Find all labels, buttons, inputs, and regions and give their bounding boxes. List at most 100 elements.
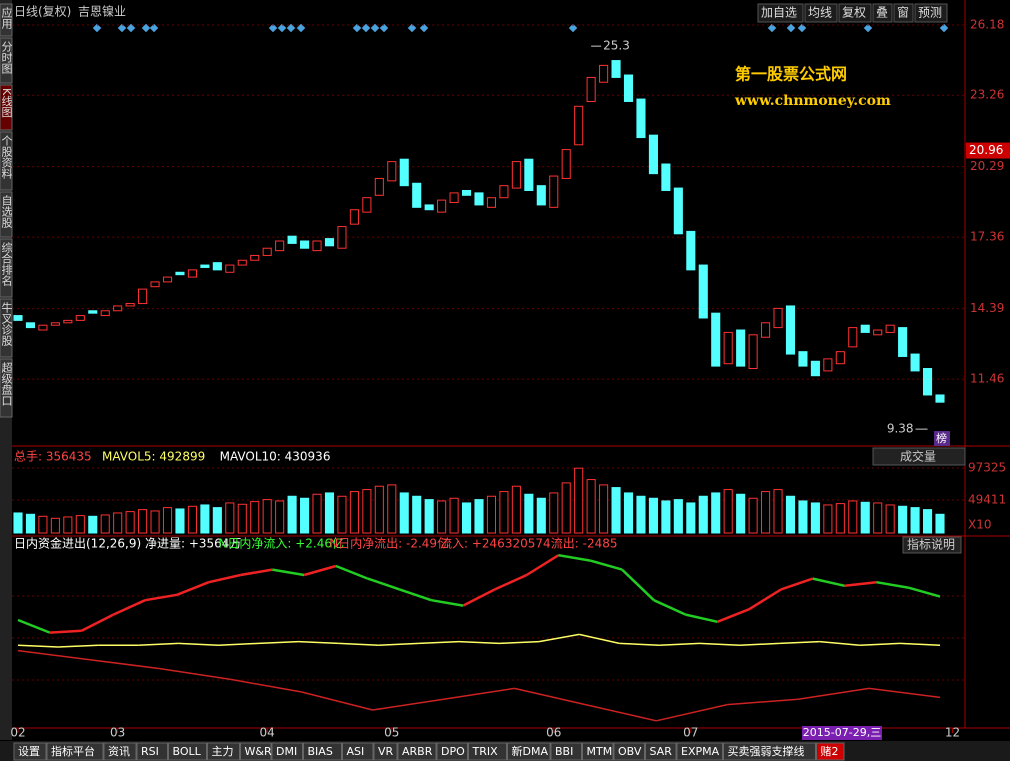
indicator-button[interactable] (902, 536, 962, 554)
bottom-tab[interactable] (168, 742, 207, 761)
toolbar-button[interactable] (838, 3, 872, 23)
volume-bar (88, 515, 98, 534)
volume-bar (449, 497, 459, 534)
info-marker (352, 23, 362, 33)
candle (162, 276, 173, 283)
bottom-tab[interactable] (723, 742, 816, 761)
sidebar-tab[interactable] (0, 131, 13, 191)
sidebar-tab[interactable] (0, 37, 13, 84)
sidebar-tab[interactable] (0, 238, 13, 298)
high-label: 25.3 (603, 39, 630, 53)
bottom-tab-label: DPO (441, 745, 465, 758)
indicator-line (144, 593, 178, 602)
bottom-tab[interactable] (436, 742, 468, 761)
candle (150, 281, 160, 288)
bottom-tab-label: 主力 (212, 745, 234, 758)
indicator-line (868, 687, 941, 699)
toolbar-button[interactable] (914, 3, 948, 23)
indicator-line (335, 564, 369, 580)
candle (499, 185, 509, 199)
volume-header: MAVOL10: 430936 (220, 450, 331, 464)
candle (50, 322, 60, 326)
bottom-tab[interactable] (46, 742, 104, 761)
candle (648, 134, 658, 175)
bottom-tab[interactable] (645, 742, 677, 761)
volume-bar (387, 484, 397, 534)
toolbar-button-label: 加自选 (761, 6, 797, 20)
volume-bar (636, 495, 646, 534)
indicator-line (272, 568, 305, 577)
info-marker (296, 23, 306, 33)
bottom-tab[interactable] (613, 742, 645, 761)
bottom-tab[interactable] (468, 742, 507, 761)
volume-bar (38, 515, 48, 534)
indicator-line (589, 559, 623, 571)
candle (823, 358, 833, 372)
candle (75, 315, 85, 321)
candle (349, 209, 359, 225)
volume-bar (586, 479, 596, 534)
volume-bar (412, 495, 422, 534)
bottom-tab[interactable] (676, 742, 723, 761)
volume-bar (748, 497, 758, 534)
toolbar-button[interactable] (893, 3, 914, 23)
bottom-tab[interactable] (342, 742, 374, 761)
bottom-tab[interactable] (136, 742, 168, 761)
indicator-line (372, 698, 444, 711)
toolbar-button[interactable] (804, 3, 838, 23)
volume-bar (374, 485, 384, 534)
sidebar-tab[interactable] (0, 298, 13, 358)
volume-bar (362, 489, 372, 534)
bottom-tab[interactable] (207, 742, 240, 761)
sidebar-tab[interactable] (0, 191, 13, 238)
indicator-line (88, 658, 160, 670)
toolbar-button-label: 叠 (876, 6, 888, 20)
candle (873, 329, 883, 336)
info-marker (361, 23, 371, 33)
candle (287, 235, 297, 244)
info-marker (419, 23, 429, 33)
volume-selector[interactable] (872, 447, 966, 466)
candle (449, 192, 459, 204)
volume-bar (910, 507, 920, 534)
volume-bar (250, 501, 260, 534)
indicator-line (656, 703, 728, 722)
candle (785, 305, 796, 355)
volume-bar (549, 492, 559, 534)
bottom-tab[interactable] (816, 742, 845, 761)
y-tick-label: 26.18 (970, 17, 1004, 31)
toolbar-button[interactable] (757, 3, 804, 23)
bottom-tab[interactable] (303, 742, 342, 761)
bottom-tab[interactable] (373, 742, 398, 761)
bottom-tab[interactable] (13, 742, 47, 761)
bottom-tab-label: 新DMA (512, 744, 549, 758)
bottom-tab[interactable] (582, 742, 614, 761)
volume-bar (237, 503, 247, 534)
sidebar-tab[interactable] (0, 3, 13, 37)
toolbar-button-label: 均线 (808, 6, 832, 20)
sidebar-tab-label: 应用 (0, 6, 13, 30)
candle (486, 197, 497, 208)
sidebar-tab-label: 分时图 (0, 41, 13, 75)
candle (225, 264, 235, 273)
toolbar-button[interactable] (872, 3, 893, 23)
volume-bar (225, 502, 235, 534)
sidebar-tab[interactable] (0, 84, 13, 131)
sidebar-tab[interactable] (0, 358, 13, 418)
y-tick-label: 17.36 (970, 230, 1004, 244)
bottom-tab[interactable] (103, 742, 137, 761)
bottom-tab[interactable] (240, 742, 272, 761)
candle (424, 204, 434, 211)
bottom-tab[interactable] (397, 742, 437, 761)
x-tick-label: 03 (110, 726, 125, 740)
volume-bar (437, 500, 447, 534)
last-price-box (966, 142, 1010, 159)
bottom-tab-label: 指标平台 (51, 744, 95, 758)
info-marker (286, 23, 296, 33)
bottom-tab[interactable] (550, 742, 582, 761)
bottom-tab[interactable] (507, 742, 551, 761)
bottom-tab[interactable] (271, 742, 303, 761)
candle (599, 64, 609, 83)
